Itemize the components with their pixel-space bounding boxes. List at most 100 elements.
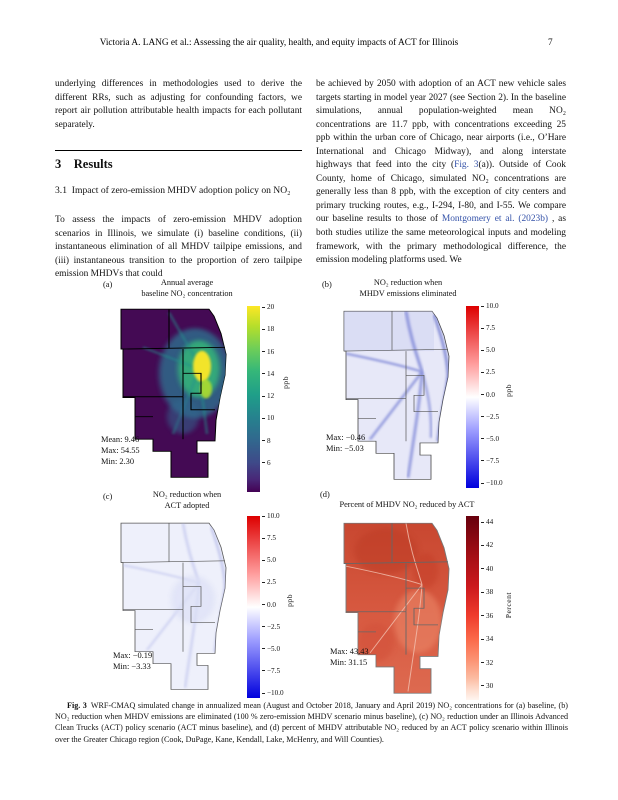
stat-mean: Mean: 9.46	[101, 435, 140, 444]
colorbar-tick: 10.0	[262, 512, 284, 520]
panel-title-line: NO₂ reduction when	[152, 490, 222, 499]
colorbar-tick: 7.5	[262, 534, 284, 542]
colorbar-tick: 40	[481, 565, 493, 573]
panel-title-line: ACT adopted	[164, 500, 210, 510]
stat-min: Min: 31.15	[330, 658, 368, 667]
paragraph: underlying differences in methodologies …	[55, 79, 302, 130]
colorbar-tick: 16	[262, 348, 274, 356]
paragraph: To assess the impacts of zero-emission M…	[55, 215, 302, 280]
colorbar-tick: 12	[262, 392, 274, 400]
stat-max: Max: −0.46	[326, 433, 366, 442]
colorbar-tick: 7.5	[481, 324, 503, 332]
colorbar-reds	[466, 516, 479, 700]
colorbar-tick: 0.0	[262, 601, 284, 609]
panel-title-line: Annual average	[160, 278, 214, 287]
colorbar-unit-label: Percent	[504, 592, 513, 619]
colorbar-tick: −7.5	[262, 667, 284, 675]
stat-min: Min: −3.33	[113, 662, 151, 671]
stat-min: Min: 2.30	[101, 457, 135, 466]
left-column: underlying differences in methodologies …	[55, 78, 302, 378]
right-column: be achieved by 2050 with adoption of an …	[316, 78, 566, 268]
colorbar-ticks: 10.0 7.5 5.0 2.5 0.0 −2.5 −5.0 −7.5 −10.0	[481, 302, 503, 487]
colorbar-tick: 6	[262, 459, 274, 467]
colorbar-tick: 18	[262, 325, 274, 333]
panel-title-line: baseline NO₂ concentration	[141, 288, 233, 298]
subsection-heading: 3.1 Impact of zero-emission MHDV adoptio…	[55, 185, 291, 196]
reference-link[interactable]: Montgomery et al. (2023b)	[441, 214, 549, 225]
panel-label: (c)	[103, 492, 113, 501]
colorbar-unit-label: ppb	[285, 594, 294, 607]
colorbar-bwr	[247, 516, 260, 698]
running-head: Victoria A. LANG et al.: Assessing the a…	[99, 38, 459, 48]
reference-link[interactable]: Fig. 3	[454, 160, 479, 171]
map-baseline-no2	[120, 308, 227, 478]
colorbar-tick: 30	[481, 682, 493, 690]
colorbar-tick: 0.0	[481, 391, 503, 399]
colorbar-tick: −2.5	[481, 413, 503, 421]
colorbar-tick: −10.0	[481, 479, 503, 487]
colorbar-tick: 5.0	[262, 556, 284, 564]
map-stats: Max: 43.43 Min: 31.15	[330, 646, 369, 668]
text-segment: WRF-CMAQ simulated change in annualized …	[55, 701, 568, 744]
colorbar-tick: −10.0	[262, 689, 284, 697]
text-segment: (a)). Outside of Cook County, home of Ch…	[316, 160, 566, 225]
panel-label: (d)	[320, 490, 330, 499]
panel-title-line: Percent of MHDV NO₂ reduced by ACT	[339, 500, 475, 509]
map-stats: Mean: 9.46 Max: 54.55 Min: 2.30	[101, 434, 140, 467]
figure-caption: Fig. 3 WRF-CMAQ simulated change in annu…	[55, 700, 568, 745]
stat-max: Max: −0.19	[113, 651, 153, 660]
text-segment: , as both studies utilize the same meteo…	[316, 214, 566, 266]
colorbar-tick: 2.5	[481, 368, 503, 376]
page-number: 7	[548, 38, 553, 48]
colorbar-unit-label: ppb	[504, 384, 513, 397]
colorbar-tick: −2.5	[262, 623, 284, 631]
colorbar-bwr	[466, 306, 479, 488]
section-divider	[55, 150, 302, 151]
text-segment: Fig. 3	[67, 701, 87, 710]
panel-title: Annual average baseline NO₂ concentratio…	[117, 278, 257, 299]
text-segment: be achieved by 2050 with adoption of an …	[316, 79, 566, 171]
colorbar-tick: 10.0	[481, 302, 503, 310]
panel-label: (b)	[322, 280, 332, 289]
panel-title: NO₂ reduction when MHDV emissions elimin…	[338, 278, 478, 299]
colorbar-tick: 14	[262, 370, 274, 378]
paragraph: be achieved by 2050 with adoption of an …	[316, 78, 566, 268]
figure-panel-d: (d) Percent of MHDV NO₂ reduced by ACT M…	[316, 488, 546, 702]
colorbar-tick: 8	[262, 437, 274, 445]
map-no2-reduction-mhdv	[343, 310, 450, 480]
colorbar-tick: 42	[481, 541, 493, 549]
colorbar-tick: −7.5	[481, 457, 503, 465]
map-stats: Max: −0.19 Min: −3.33	[113, 650, 152, 672]
colorbar-ticks: 10.0 7.5 5.0 2.5 0.0 −2.5 −5.0 −7.5 −10.0	[262, 512, 284, 697]
colorbar-tick: 5.0	[481, 346, 503, 354]
panel-title: Percent of MHDV NO₂ reduced by ACT	[322, 500, 492, 511]
colorbar-tick: 2.5	[262, 578, 284, 586]
colorbar-unit-label: ppb	[281, 376, 290, 389]
map-no2-reduction-act	[120, 522, 227, 690]
panel-title: NO₂ reduction when ACT adopted	[117, 490, 257, 511]
stat-max: Max: 54.55	[101, 446, 140, 455]
colorbar-viridis	[247, 306, 260, 492]
colorbar-tick: 36	[481, 612, 493, 620]
figure-panel-b: (b) NO₂ reduction when MHDV emissions el…	[316, 276, 546, 490]
colorbar-tick: 32	[481, 659, 493, 667]
panel-title-line: NO₂ reduction when	[373, 278, 443, 287]
stat-max: Max: 43.43	[330, 647, 369, 656]
panel-title-line: MHDV emissions eliminated	[359, 288, 457, 298]
section-heading: 3 Results	[55, 157, 113, 171]
colorbar-ticks: 20 18 16 14 12 10 8 6	[262, 303, 274, 467]
colorbar-tick: 10	[262, 414, 274, 422]
panel-label: (a)	[103, 280, 113, 289]
map-percent-reduced	[343, 522, 450, 694]
colorbar-tick: −5.0	[262, 645, 284, 653]
colorbar-tick: 38	[481, 588, 493, 596]
figure-panel-a: (a) Annual average baseline NO₂ concentr…	[95, 276, 325, 492]
colorbar-tick: 44	[481, 518, 493, 526]
stat-min: Min: −5.03	[326, 444, 364, 453]
colorbar-tick: 20	[262, 303, 274, 311]
colorbar-tick: −5.0	[481, 435, 503, 443]
colorbar-ticks: 44 42 40 38 36 34 32 30	[481, 518, 493, 690]
figure-panel-c: (c) NO₂ reduction when ACT adopted	[95, 488, 325, 702]
map-stats: Max: −0.46 Min: −5.03	[326, 432, 365, 454]
